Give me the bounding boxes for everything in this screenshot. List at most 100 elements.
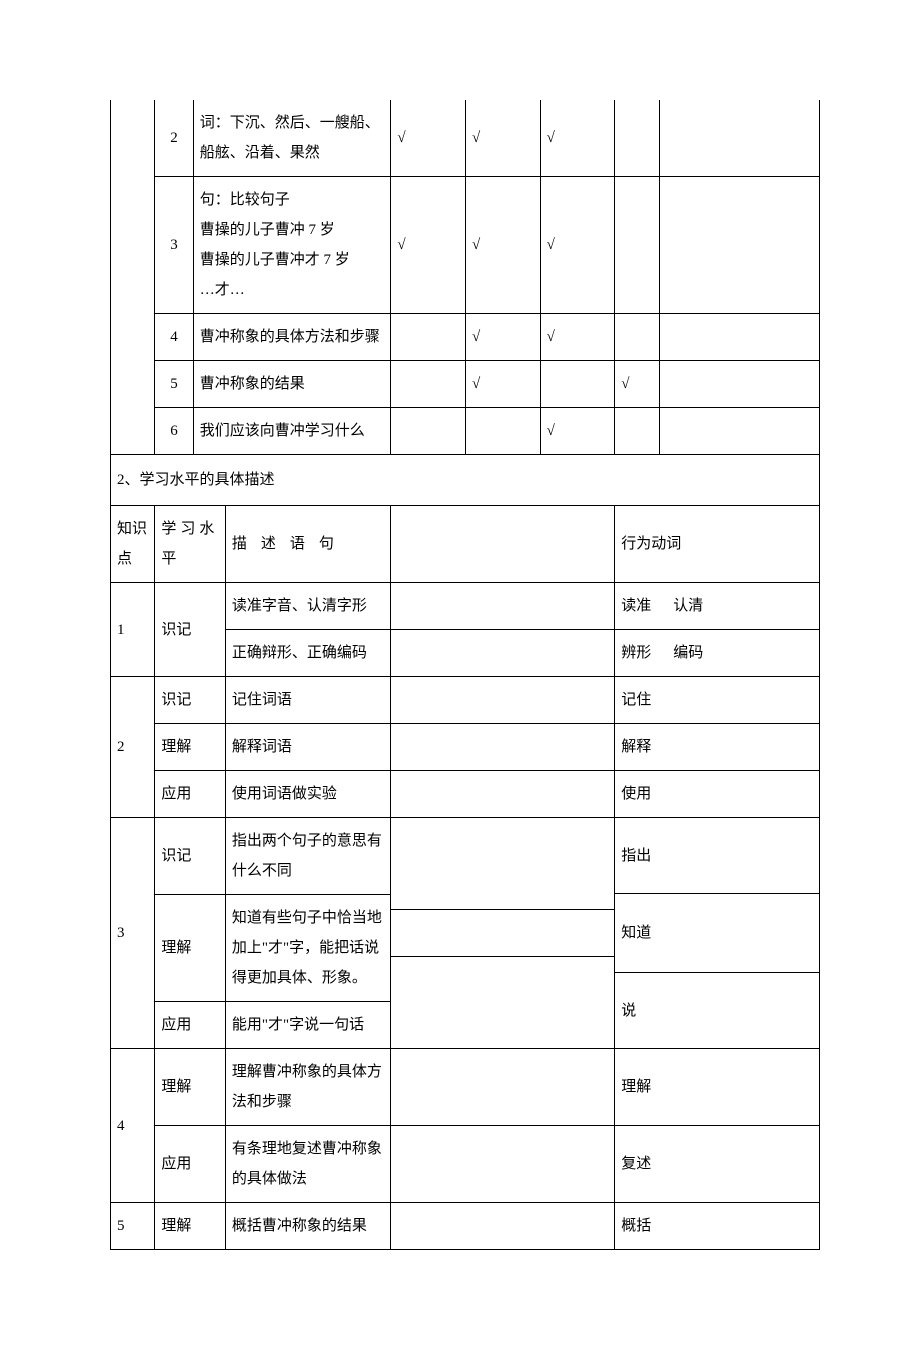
table2-header-row: 知识点 学习水平 描述语句 行为动词: [111, 506, 820, 583]
table-row: 4 曹冲称象的具体方法和步骤 √ √: [111, 314, 820, 361]
t2-level: 应用: [155, 1002, 225, 1049]
t1-c2: √: [465, 361, 540, 408]
section2-title: 2、学习水平的具体描述: [111, 455, 820, 506]
t2-desc: 使用词语做实验: [225, 771, 390, 818]
t1-c4: [615, 100, 659, 177]
t2-kp: 5: [111, 1203, 155, 1250]
t2-desc: 指出两个句子的意思有什么不同: [225, 818, 390, 895]
t2-empty: [391, 677, 615, 818]
table-row: 3 识记 指出两个句子的意思有什么不同 理解 知道有些句子中恰当地加上"才"字，…: [111, 818, 820, 894]
t2-h3: 描述语句: [225, 506, 390, 582]
t2-empty: [391, 583, 615, 677]
t2-desc: 读准字音、认清字形: [225, 583, 390, 630]
t1-num: 4: [155, 314, 193, 361]
table-row: 4 理解 理解曹冲称象的具体方法和步骤 应用 有条理地复述曹冲称象的具体做法 理…: [111, 1049, 820, 1126]
t2-level: 理解: [155, 895, 225, 1002]
t1-c3: √: [540, 100, 615, 177]
t1-num: 6: [155, 408, 193, 455]
t2-inner: 理解 概括曹冲称象的结果: [155, 1203, 391, 1250]
t2-inner: 识记 指出两个句子的意思有什么不同 理解 知道有些句子中恰当地加上"才"字，能把…: [155, 818, 391, 1049]
t1-num: 3: [155, 177, 193, 314]
t1-c2: √: [465, 314, 540, 361]
t1-content: 曹冲称象的结果: [193, 361, 391, 408]
t1-c3: [540, 361, 615, 408]
t2-level: 理解: [155, 1203, 225, 1249]
t2-h3-empty: [391, 506, 615, 583]
t2-verb: 读准认清: [615, 583, 820, 630]
t1-c5: [659, 177, 819, 314]
t2-desc: 知道有些句子中恰当地加上"才"字，能把话说得更加具体、形象。: [225, 895, 390, 1002]
t1-c3: √: [540, 177, 615, 314]
t2-verb: 理解: [615, 1049, 820, 1126]
t2-verb: 解释: [615, 724, 820, 771]
t2-level: 应用: [155, 1126, 225, 1203]
t2-level: 理解: [155, 1049, 225, 1126]
t1-c1: √: [391, 100, 466, 177]
t2-inner: 理解 理解曹冲称象的具体方法和步骤 应用 有条理地复述曹冲称象的具体做法: [155, 1049, 391, 1203]
t2-empty: [391, 818, 615, 1049]
t1-c2: √: [465, 177, 540, 314]
t2-kp: 1: [111, 583, 155, 677]
table-row: 2 识记 记住词语 理解 解释词语 应用 使用词语做实验: [111, 677, 820, 724]
t2-h2: 学习水平: [155, 506, 225, 582]
t2-level: 理解: [155, 724, 225, 771]
t2-verb: 使用: [615, 771, 820, 818]
t1-content: 词：下沉、然后、一艘船、船舷、沿着、果然: [193, 100, 391, 177]
t2-level: 识记: [155, 818, 225, 895]
t1-c3: √: [540, 314, 615, 361]
t1-c4: [615, 314, 659, 361]
t2-kp: 3: [111, 818, 155, 1049]
t2-empty: [391, 1203, 615, 1250]
t1-content: 我们应该向曹冲学习什么: [193, 408, 391, 455]
t1-c1: √: [391, 177, 466, 314]
t2-level: 应用: [155, 771, 225, 818]
t1-num: 5: [155, 361, 193, 408]
t1-c4: [615, 177, 659, 314]
t1-c1: [391, 361, 466, 408]
t1-c1: [391, 408, 466, 455]
t1-c5: [659, 361, 819, 408]
t1-c4: √: [615, 361, 659, 408]
t2-verb: 记住: [615, 677, 820, 724]
t2-desc: 解释词语: [225, 724, 390, 771]
t1-num: 2: [155, 100, 193, 177]
t1-c4: [615, 408, 659, 455]
table-row: 5 曹冲称象的结果 √ √: [111, 361, 820, 408]
document-table: 2 词：下沉、然后、一艘船、船舷、沿着、果然 √ √ √ 3 句：比较句子曹操的…: [110, 100, 820, 1250]
t1-c2: √: [465, 100, 540, 177]
table-row: 5 理解 概括曹冲称象的结果 概括: [111, 1203, 820, 1250]
t2-desc: 正确辩形、正确编码: [225, 630, 390, 677]
t2-verb: 辨形编码: [615, 630, 820, 677]
t1-c1: [391, 314, 466, 361]
t2-verb: 复述: [615, 1126, 820, 1203]
section-title-row: 2、学习水平的具体描述: [111, 455, 820, 506]
t1-c3: √: [540, 408, 615, 455]
t2-desc: 有条理地复述曹冲称象的具体做法: [225, 1126, 390, 1203]
t2-kp: 2: [111, 677, 155, 818]
t2-verb: 说: [615, 973, 820, 1049]
t1-c5: [659, 408, 819, 455]
t2-h1: 知识点: [111, 506, 155, 583]
t1-content: 句：比较句子曹操的儿子曹冲 7 岁曹操的儿子曹冲才 7 岁…才…: [193, 177, 391, 314]
t2-verb: 概括: [615, 1203, 820, 1250]
t2-level: 识记: [155, 583, 225, 676]
t1-content: 曹冲称象的具体方法和步骤: [193, 314, 391, 361]
t2-verb: 指出: [615, 818, 820, 894]
t2-inner: 识记 记住词语 理解 解释词语 应用 使用词语做实验: [155, 677, 391, 818]
t2-h4: 行为动词: [615, 506, 820, 583]
table-row: 6 我们应该向曹冲学习什么 √: [111, 408, 820, 455]
t2-desc: 记住词语: [225, 677, 390, 724]
t2-kp: 4: [111, 1049, 155, 1203]
t2-verb: 知道: [615, 894, 820, 973]
t2-empty: [391, 1049, 615, 1203]
t1-left-cell: [111, 100, 155, 455]
t1-c5: [659, 100, 819, 177]
t2-desc: 能用"才"字说一句话: [225, 1002, 390, 1049]
t1-c2: [465, 408, 540, 455]
t1-c5: [659, 314, 819, 361]
table-row: 3 句：比较句子曹操的儿子曹冲 7 岁曹操的儿子曹冲才 7 岁…才… √ √ √: [111, 177, 820, 314]
t2-desc: 理解曹冲称象的具体方法和步骤: [225, 1049, 390, 1126]
t2-desc: 概括曹冲称象的结果: [225, 1203, 390, 1249]
t2-h2-container: 学习水平 描述语句: [155, 506, 391, 583]
t2-inner: 识记 读准字音、认清字形 正确辩形、正确编码: [155, 583, 391, 677]
